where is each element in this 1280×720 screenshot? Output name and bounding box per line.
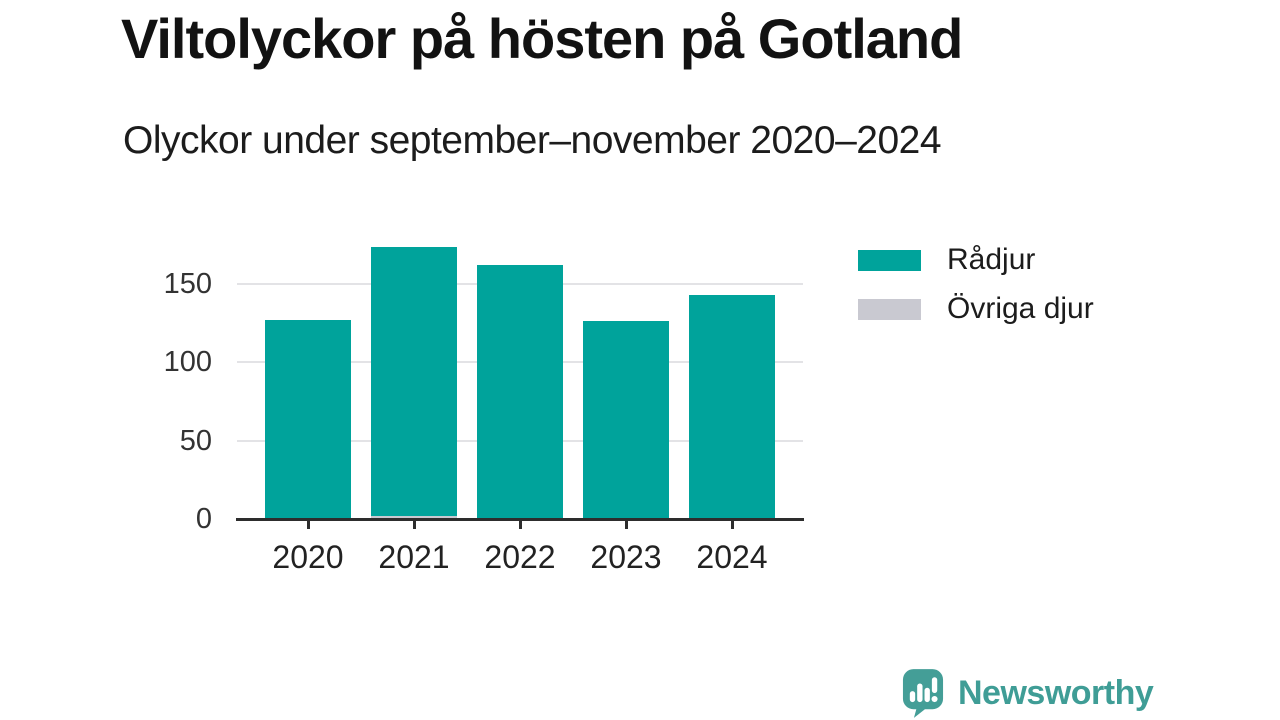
newsworthy-logo-icon <box>902 668 944 718</box>
x-tick-label-2022: 2022 <box>484 539 556 575</box>
legend-item: Övriga djur <box>858 293 1094 325</box>
x-tick-2024 <box>730 520 734 529</box>
x-tick-label-2021: 2021 <box>378 539 450 575</box>
legend-swatch <box>858 249 921 271</box>
x-tick-label-2023: 2023 <box>590 539 662 575</box>
bar-segment-Rådjur-2022 <box>477 264 563 519</box>
x-tick-label-2024: 2024 <box>696 539 768 575</box>
chart-title: Viltolyckor på hösten på Gotland <box>121 7 963 70</box>
x-axis-line <box>236 517 804 521</box>
bar-segment-Rådjur-2024 <box>689 294 775 519</box>
y-tick-label-50: 50 <box>179 424 212 457</box>
y-tick-label-150: 150 <box>163 267 212 300</box>
x-tick-2022 <box>518 520 522 529</box>
x-tick-2021 <box>412 520 416 529</box>
legend-swatch <box>858 298 921 320</box>
brand-name: Newsworthy <box>958 674 1154 712</box>
bar-segment-Rådjur-2023 <box>583 321 669 519</box>
legend: Rådjur Övriga djur <box>858 244 1094 325</box>
x-tick-label-2020: 2020 <box>272 539 344 575</box>
chart-subtitle: Olyckor under september–november 2020–20… <box>123 119 942 162</box>
legend-label: Rådjur <box>947 243 1036 276</box>
bar-segment-Övriga djur-2021 <box>371 515 457 519</box>
bar-segment-Rådjur-2020 <box>265 319 351 519</box>
bar-segment-Rådjur-2021 <box>371 247 457 516</box>
x-tick-2020 <box>306 520 310 529</box>
newsworthy-logo[interactable]: Newsworthy <box>902 668 1154 718</box>
y-tick-label-0: 0 <box>195 503 212 535</box>
x-tick-2023 <box>624 520 628 529</box>
legend-label: Övriga djur <box>947 292 1094 325</box>
legend-item: Rådjur <box>858 244 1094 276</box>
y-tick-label-100: 100 <box>163 346 212 379</box>
